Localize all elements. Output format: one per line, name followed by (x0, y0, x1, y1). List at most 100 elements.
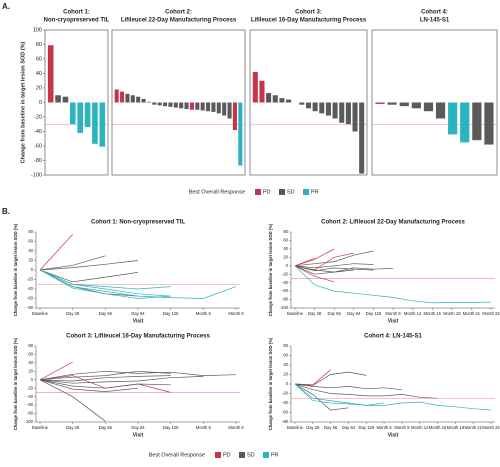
bar (47, 45, 54, 103)
y-tick-label: 0 (31, 267, 34, 272)
y-tick-label: -100 (25, 419, 34, 424)
series-line (294, 383, 349, 411)
series-line (39, 269, 139, 297)
y-tick-label: -60 (34, 143, 42, 149)
x-tick-label: Month 12 (404, 311, 422, 316)
legend-swatch (215, 452, 221, 458)
series-line (39, 379, 139, 392)
bar (130, 95, 135, 103)
y-tick-label: 60 (36, 56, 42, 62)
series-line (294, 383, 438, 399)
bar (252, 72, 258, 103)
bar (77, 102, 83, 133)
y-tick-label: -40 (282, 400, 289, 405)
x-tick-label: Day 84 (131, 311, 145, 316)
bar (163, 102, 168, 107)
chart-title: Cohort 1: (63, 10, 90, 16)
y-tick-label: 60 (28, 352, 33, 357)
bar (286, 99, 292, 103)
x-tick-label: Month 12 (411, 425, 429, 430)
bar (399, 102, 409, 107)
bar (339, 102, 345, 123)
y-tick-label: 100 (33, 27, 42, 33)
y-tick-label: 80 (28, 343, 33, 348)
bar (279, 98, 285, 103)
y-tick-label: 40 (283, 246, 288, 251)
chart-title: Cohort 3: Lifileucel 16-Day Manufacturin… (66, 334, 210, 340)
y-tick-label: 0 (286, 263, 289, 268)
series-line (294, 250, 374, 267)
y-tick-label: -40 (282, 280, 289, 285)
y-tick-label: 40 (28, 360, 33, 365)
bar (305, 102, 312, 109)
x-axis-title: Visit (133, 432, 144, 438)
y-tick-label: 80 (36, 42, 42, 48)
series-line (294, 371, 367, 386)
bar (227, 102, 232, 119)
bar (184, 102, 189, 110)
bar (238, 102, 243, 166)
bar (460, 102, 470, 143)
bar (232, 102, 237, 131)
bar (484, 102, 494, 145)
y-tick-label: -40 (27, 286, 34, 291)
series-line (39, 379, 171, 389)
plot-frame (249, 29, 368, 176)
y-tick-label: -40 (27, 394, 34, 399)
y-tick-label: -80 (27, 411, 34, 416)
y-tick-label: -60 (27, 296, 34, 301)
y-tick-label: 80 (28, 229, 33, 234)
series-line (39, 269, 139, 283)
bar (168, 102, 173, 107)
chart-title: Lifileucel 16-Day Manufacturing Process (251, 18, 367, 24)
bar (359, 102, 365, 174)
bar (375, 102, 385, 104)
bar (448, 102, 458, 135)
chart-title: Cohort 1: Non-cryopreserved TIL (91, 220, 185, 226)
y-axis-title: Change from baseline in target lesion SO… (20, 42, 26, 164)
series-line (294, 263, 374, 269)
y-axis-title: Change from baseline in target lesion SO… (13, 223, 18, 316)
y-axis-title: Change from baseline in target lesion SO… (268, 223, 273, 316)
legend-label: SD (247, 452, 255, 458)
y-tick-label: -80 (282, 297, 289, 302)
series-line (294, 383, 385, 406)
y-tick-label: 80 (283, 229, 288, 234)
y-axis-title: Change from baseline in target lesion SO… (13, 337, 18, 430)
series-line (39, 260, 139, 271)
series-line (294, 369, 331, 386)
bar (423, 102, 434, 112)
series-line (39, 269, 237, 299)
y-tick-label: 20 (283, 372, 288, 377)
x-tick-label: Day 126 (163, 425, 179, 430)
bar (211, 102, 216, 112)
chart-title: Cohort 4: (421, 10, 448, 16)
x-tick-label: Day 28 (66, 425, 80, 430)
y-tick-label: 20 (36, 85, 42, 91)
bar (125, 93, 130, 103)
bar (141, 98, 146, 103)
series-line (294, 383, 402, 391)
series-line (39, 379, 106, 422)
chart-title: LN-145-S1 (420, 18, 450, 24)
y-tick-label: -20 (34, 114, 42, 120)
x-tick-label: Day 28 (308, 311, 322, 316)
bar (70, 102, 76, 125)
x-tick-label: Day 126 (366, 311, 382, 316)
x-tick-label: Month 15 (429, 425, 447, 430)
legend-label: PD (263, 189, 271, 195)
x-tick-label: Baseline (287, 311, 304, 316)
x-tick-label: Month 18 (443, 311, 461, 316)
chart-title: Non-cryopreserved TIL (44, 18, 110, 24)
bar (195, 102, 200, 110)
x-tick-label: Month 9 (228, 311, 244, 316)
bar (62, 96, 69, 103)
x-tick-label: Month 21 (463, 311, 481, 316)
x-axis-title: Visit (388, 432, 399, 438)
bar (179, 102, 184, 109)
x-tick-label: Baseline (32, 311, 49, 316)
x-tick-label: Month 24 (482, 425, 500, 430)
legend-title: Best Overall Response (189, 189, 245, 195)
